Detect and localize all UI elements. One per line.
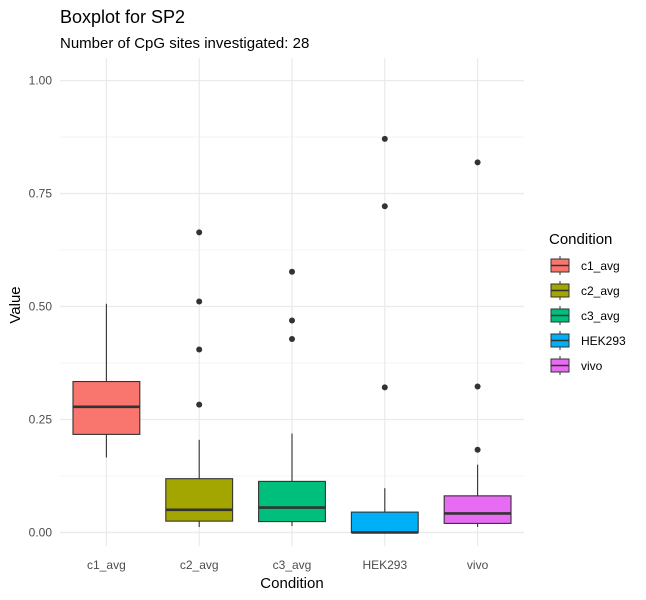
box-c1_avg (72, 303, 141, 458)
box-iqr (350, 511, 419, 533)
legend-label: c1_avg (581, 259, 620, 273)
box-vivo (443, 159, 512, 528)
y-tick-label: 0.75 (29, 187, 53, 201)
outlier-point (474, 159, 481, 166)
legend-title: Condition (549, 231, 612, 248)
x-tick-label: vivo (467, 558, 489, 572)
box-c3_avg (258, 268, 326, 527)
box-iqr (258, 480, 326, 523)
box-iqr (443, 495, 512, 524)
box-c2_avg (165, 229, 234, 528)
outlier-point (474, 383, 481, 390)
legend-item-c3_avg: c3_avg (550, 306, 620, 325)
legend-item-c1_avg: c1_avg (550, 256, 620, 275)
legend-label: c2_avg (581, 284, 620, 298)
outlier-point (289, 336, 295, 343)
y-axis-title: Value (7, 286, 24, 323)
chart-subtitle: Number of CpG sites investigated: 28 (60, 35, 309, 52)
legend: Condition c1_avg c2_avg c3_avg HEK293 vivo (549, 231, 626, 375)
x-axis-title: Condition (260, 575, 323, 592)
y-tick-label: 0.25 (29, 412, 53, 426)
x-tick-label: c1_avg (87, 558, 126, 572)
outlier-point (289, 268, 295, 275)
x-tick-label: c2_avg (180, 558, 219, 572)
outlier-point (381, 203, 388, 210)
outlier-point (196, 298, 203, 305)
outlier-point (196, 229, 203, 236)
box-iqr (165, 478, 234, 522)
legend-label: HEK293 (581, 334, 626, 348)
chart-title: Boxplot for SP2 (60, 7, 185, 27)
outlier-point (381, 384, 388, 391)
box-HEK293 (350, 135, 419, 534)
y-tick-label: 1.00 (29, 74, 53, 88)
legend-label: vivo (581, 359, 603, 373)
x-tick-label: c3_avg (273, 558, 312, 572)
legend-label: c3_avg (581, 309, 620, 323)
y-axis-ticks: 0.00 0.25 0.50 0.75 1.00 (29, 74, 53, 540)
outlier-point (196, 401, 203, 408)
outlier-point (289, 317, 295, 324)
outlier-point (381, 135, 388, 142)
legend-item-HEK293: HEK293 (550, 331, 626, 350)
y-tick-label: 0.00 (29, 525, 53, 539)
legend-item-c2_avg: c2_avg (550, 281, 620, 300)
legend-item-vivo: vivo (550, 356, 603, 375)
x-axis-ticks: c1_avg c2_avg c3_avg HEK293 vivo (87, 558, 489, 572)
outlier-point (474, 446, 481, 453)
y-tick-label: 0.50 (29, 300, 53, 314)
outlier-point (196, 346, 203, 353)
x-tick-label: HEK293 (362, 558, 407, 572)
boxes (72, 135, 512, 534)
